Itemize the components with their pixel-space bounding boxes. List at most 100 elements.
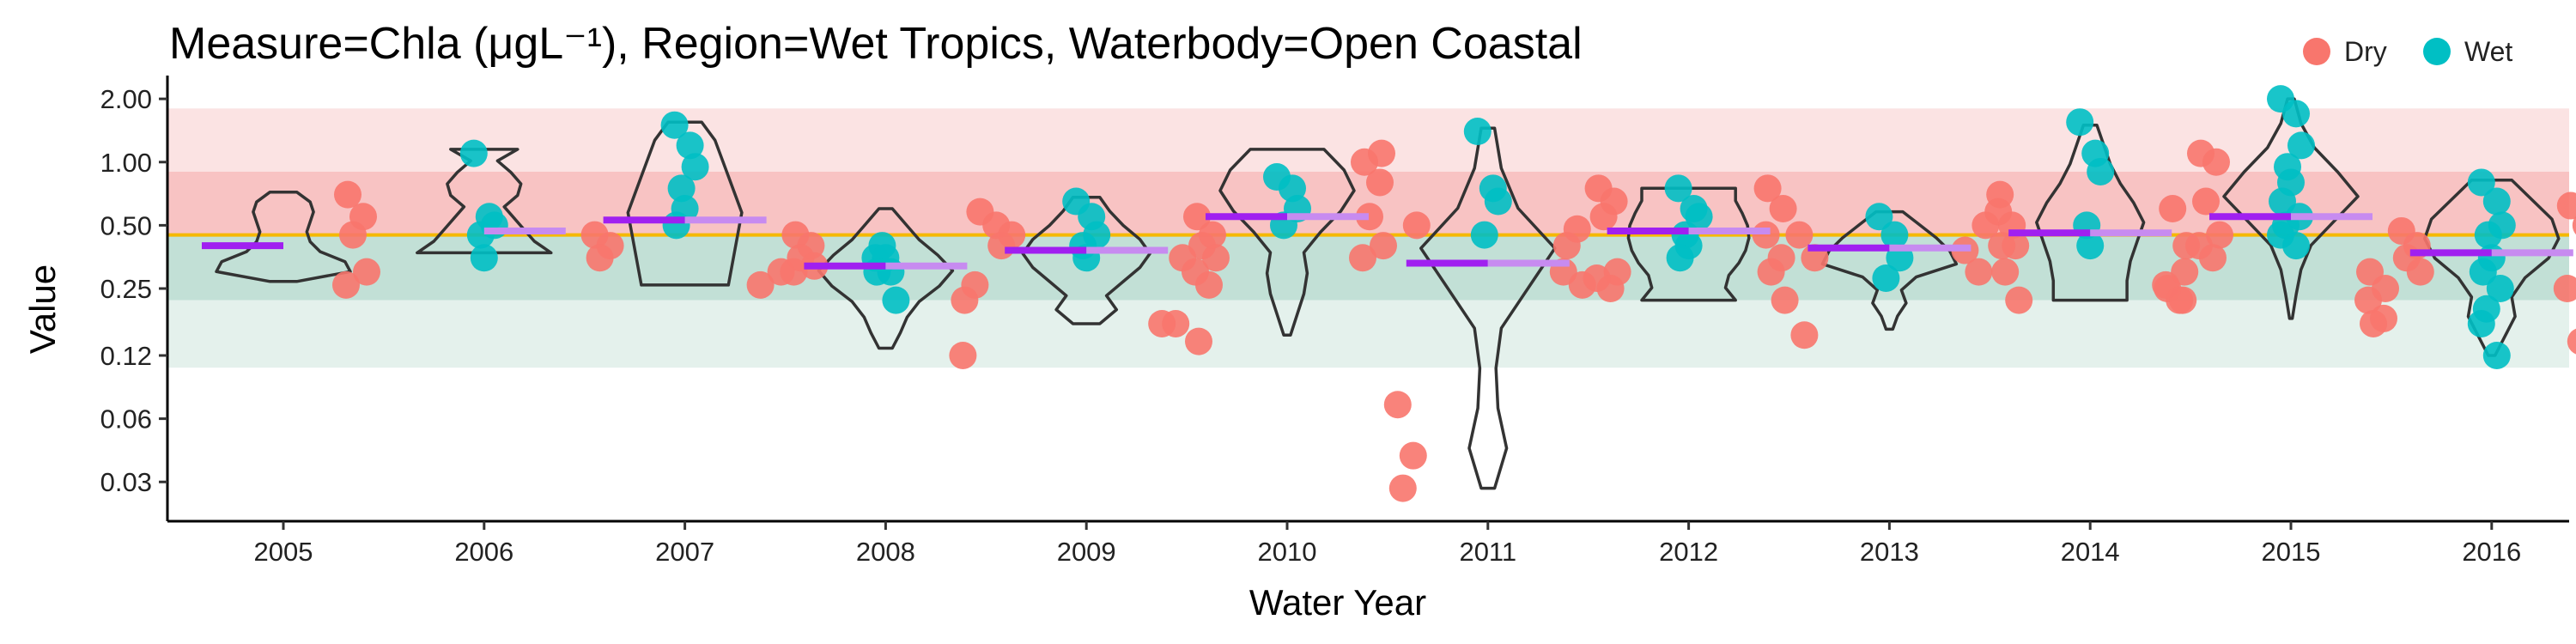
point-wet-2014-4 [2076,232,2105,260]
point-wet-2016-9 [2482,341,2511,369]
point-dry-2016-4 [2553,275,2576,303]
point-wet-2016-8 [2467,309,2495,337]
point-dry-2010-3 [1202,244,1230,272]
point-wet-2014-2 [2087,157,2115,185]
point-dry-2009-5 [1162,309,1190,337]
legend-swatch-dry [2303,38,2330,65]
violin-2010 [1218,148,1356,337]
point-dry-2014-2 [1991,258,2020,286]
point-dry-2012-7 [1769,195,1797,223]
legend: Dry Wet [2303,36,2512,67]
point-wet-2016-0 [2467,168,2495,197]
point-wet-2011-2 [1484,187,1512,216]
point-dry-2012-8 [1752,221,1780,249]
point-dry-2012-6 [1753,174,1782,203]
point-dry-2014-10 [2159,195,2187,223]
point-dry-2008-6 [951,286,979,314]
x-tick-label-2016: 2016 [2462,537,2521,567]
point-dry-2012-5 [1596,275,1625,303]
point-dry-2008-8 [949,341,977,369]
y-tick-label-2: 0.12 [100,341,152,371]
point-wet-2007-2 [681,153,709,181]
point-dry-2007-4 [746,270,775,299]
point-wet-2016-6 [2486,275,2514,303]
point-dry-2015-2 [2192,187,2220,216]
point-wet-2008-5 [863,258,891,286]
x-tick-label-2005: 2005 [254,537,313,567]
point-dry-2005-4 [332,270,360,299]
point-dry-2013-5 [1965,258,1993,286]
point-dry-2015-5 [2199,244,2227,272]
point-dry-2008-4 [780,258,808,286]
point-wet-2007-1 [676,131,704,160]
point-dry-2016-7 [2572,216,2576,235]
point-dry-2011-6 [1552,232,1581,260]
point-wet-2015-9 [2282,232,2310,260]
point-dry-2011-2 [1388,474,1417,502]
point-wet-2016-5 [2469,258,2497,286]
point-wet-2006-3 [466,221,495,249]
point-dry-2016-6 [2556,191,2576,220]
point-wet-2011-0 [1463,118,1492,146]
point-dry-2005-0 [334,180,361,209]
point-wet-2016-1 [2482,187,2511,216]
point-dry-2016-5 [2567,328,2576,355]
x-tick-label-2012: 2012 [1659,537,1718,567]
point-dry-2010-8 [1351,148,1378,176]
x-tick-label-2009: 2009 [1057,537,1116,567]
point-wet-2012-0 [1664,174,1692,203]
y-tick-label-3: 0.25 [100,274,152,304]
y-tick-label-5: 1.00 [100,148,152,178]
point-dry-2014-6 [1988,232,2016,260]
point-dry-2010-6 [1185,327,1212,355]
point-wet-2012-5 [1666,244,1694,272]
point-dry-2011-3 [1402,211,1431,240]
point-dry-2007-2 [586,244,614,272]
x-tick-label-2011: 2011 [1459,537,1516,567]
violin-2005 [215,190,352,283]
x-axis-title: Water Year [1249,582,1426,623]
point-dry-2010-12 [1349,244,1376,272]
point-dry-2011-1 [1399,441,1427,470]
point-wet-2006-4 [470,244,498,272]
legend-label-dry: Dry [2344,36,2387,67]
point-dry-2015-3 [2206,221,2233,249]
point-dry-2015-10 [2360,309,2387,337]
point-wet-2014-0 [2066,108,2094,137]
point-wet-2013-0 [1865,203,1893,231]
point-dry-2016-3 [2406,258,2434,286]
y-axis-title: Value [22,264,63,354]
point-dry-2011-0 [1383,391,1412,419]
point-dry-2013-0 [1785,221,1814,249]
point-dry-2010-10 [1356,203,1383,231]
x-tick-label-2013: 2013 [1860,537,1919,567]
median-bars [202,213,2573,270]
point-wet-2013-3 [1872,264,1900,292]
point-wet-2007-3 [667,174,696,203]
x-tick-label-2010: 2010 [1258,537,1317,567]
point-wet-2016-3 [2474,221,2502,249]
x-tick-label-2015: 2015 [2262,537,2321,567]
point-wet-2015-1 [2282,100,2310,128]
point-dry-2014-3 [2005,286,2033,314]
x-tick-label-2007: 2007 [655,537,714,567]
point-dry-2010-5 [1195,270,1223,299]
point-wet-2008-2 [882,286,910,314]
y-tick-label-6: 2.00 [100,84,152,114]
point-wet-2007-5 [662,211,690,240]
point-dry-2010-9 [1366,168,1394,197]
point-dry-2012-11 [1771,286,1799,314]
y-tick-label-4: 0.50 [100,210,152,240]
point-dry-2012-2 [1589,203,1618,231]
legend-swatch-wet [2423,38,2451,65]
x-tick-label-2008: 2008 [856,537,915,567]
point-wet-2006-0 [459,139,488,167]
violin-2008 [817,207,955,350]
point-dry-2005-3 [353,258,380,286]
point-wet-2015-2 [2287,131,2315,160]
point-dry-2015-8 [2354,286,2382,314]
point-dry-2005-2 [339,221,367,249]
axes: 0.03 0.06 0.12 0.25 0.50 1.00 2.00 2005 2006 2007… [100,76,2569,567]
point-dry-2010-0 [1183,203,1211,231]
